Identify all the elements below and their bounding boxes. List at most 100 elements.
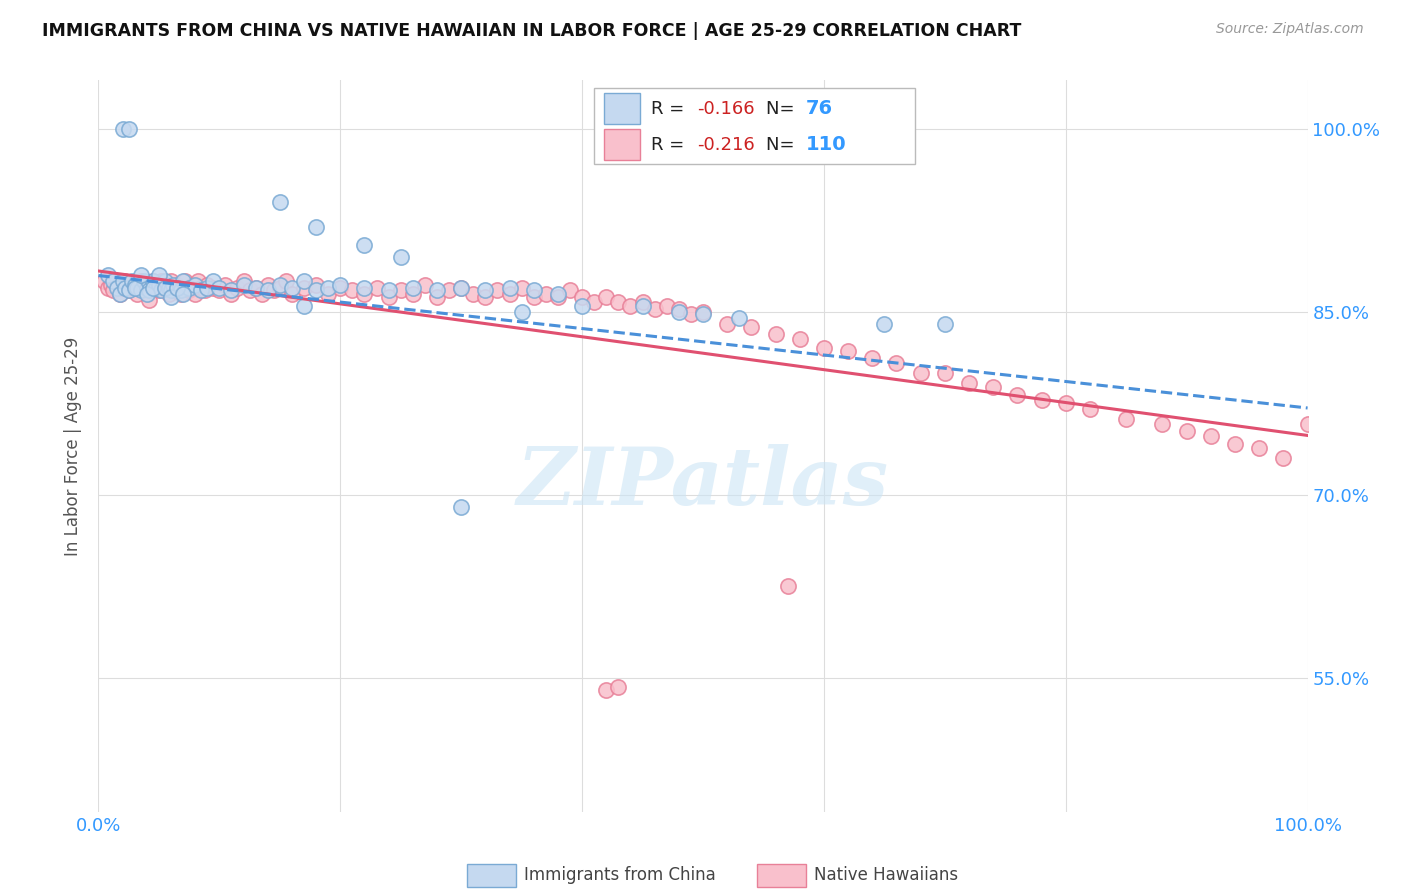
Point xyxy=(463,286,485,301)
Point xyxy=(281,280,304,294)
Point xyxy=(474,290,496,304)
Point xyxy=(860,351,883,366)
Text: Source: ZipAtlas.com: Source: ZipAtlas.com xyxy=(1216,22,1364,37)
Point xyxy=(607,295,630,310)
Point xyxy=(523,290,546,304)
Point xyxy=(239,283,262,297)
Point xyxy=(138,283,160,297)
Point xyxy=(214,278,236,293)
Point xyxy=(377,290,399,304)
Point xyxy=(221,283,243,297)
Point xyxy=(1223,436,1246,450)
Text: 110: 110 xyxy=(806,136,846,154)
Point xyxy=(195,278,218,293)
Point xyxy=(118,122,141,136)
Point xyxy=(450,280,472,294)
Point xyxy=(474,283,496,297)
Point xyxy=(157,280,180,294)
Point xyxy=(172,286,194,301)
Point xyxy=(292,299,315,313)
Point xyxy=(316,280,339,294)
Point xyxy=(353,238,375,252)
Point xyxy=(269,280,291,294)
Point xyxy=(172,274,194,288)
Point xyxy=(353,280,375,294)
Point xyxy=(1296,417,1319,431)
Point xyxy=(127,286,149,301)
Point xyxy=(765,326,787,341)
Point xyxy=(157,286,180,301)
Point xyxy=(127,280,149,294)
Point xyxy=(100,278,122,293)
Point xyxy=(547,286,569,301)
Point xyxy=(353,286,375,301)
Point xyxy=(450,280,472,294)
Point xyxy=(402,286,425,301)
Point xyxy=(129,274,152,288)
FancyBboxPatch shape xyxy=(758,863,806,887)
Point xyxy=(245,280,267,294)
Point xyxy=(142,274,165,288)
Point xyxy=(148,283,170,297)
Point xyxy=(426,283,449,297)
Point xyxy=(571,290,593,304)
Point xyxy=(153,280,176,294)
Point xyxy=(329,278,352,293)
Point xyxy=(256,278,278,293)
Point xyxy=(305,283,328,297)
Point xyxy=(166,278,188,293)
Point xyxy=(208,283,231,297)
Point xyxy=(413,278,436,293)
Point xyxy=(305,219,328,234)
Point xyxy=(631,295,654,310)
Text: R =: R = xyxy=(651,136,690,153)
Point xyxy=(226,280,249,294)
Point xyxy=(150,283,173,297)
Point xyxy=(135,286,157,301)
Point xyxy=(571,299,593,313)
Point xyxy=(138,293,160,307)
Point xyxy=(679,307,702,321)
Point xyxy=(389,250,412,264)
Point xyxy=(108,286,131,301)
Point xyxy=(179,283,201,297)
Point xyxy=(269,278,291,293)
Point xyxy=(316,286,339,301)
Point xyxy=(644,302,666,317)
Point xyxy=(153,274,176,288)
Point xyxy=(172,280,194,294)
Point xyxy=(101,274,124,288)
Point xyxy=(184,278,207,293)
Point xyxy=(1031,392,1053,407)
Text: IMMIGRANTS FROM CHINA VS NATIVE HAWAIIAN IN LABOR FORCE | AGE 25-29 CORRELATION : IMMIGRANTS FROM CHINA VS NATIVE HAWAIIAN… xyxy=(42,22,1022,40)
Point xyxy=(93,274,115,288)
Point xyxy=(124,278,146,293)
Point xyxy=(256,283,278,297)
Point xyxy=(274,274,297,288)
Point xyxy=(105,280,128,294)
Point xyxy=(101,283,124,297)
Point xyxy=(305,278,328,293)
Point xyxy=(221,286,243,301)
Point xyxy=(776,579,799,593)
Point xyxy=(169,283,191,297)
Point xyxy=(190,280,212,294)
Point xyxy=(194,283,217,297)
Point xyxy=(981,380,1004,394)
Point xyxy=(160,283,183,297)
Point xyxy=(97,268,120,283)
Point xyxy=(655,299,678,313)
Point xyxy=(957,376,980,390)
Point xyxy=(135,280,157,294)
Point xyxy=(558,283,581,297)
Point xyxy=(124,280,146,294)
Point xyxy=(595,682,617,697)
Text: Native Hawaiians: Native Hawaiians xyxy=(814,866,959,884)
Text: N=: N= xyxy=(766,136,800,153)
Point xyxy=(1272,451,1295,466)
Point xyxy=(523,283,546,297)
Point xyxy=(1078,402,1101,417)
Point xyxy=(174,274,197,288)
Text: ZIPatlas: ZIPatlas xyxy=(517,444,889,521)
Point xyxy=(583,295,606,310)
